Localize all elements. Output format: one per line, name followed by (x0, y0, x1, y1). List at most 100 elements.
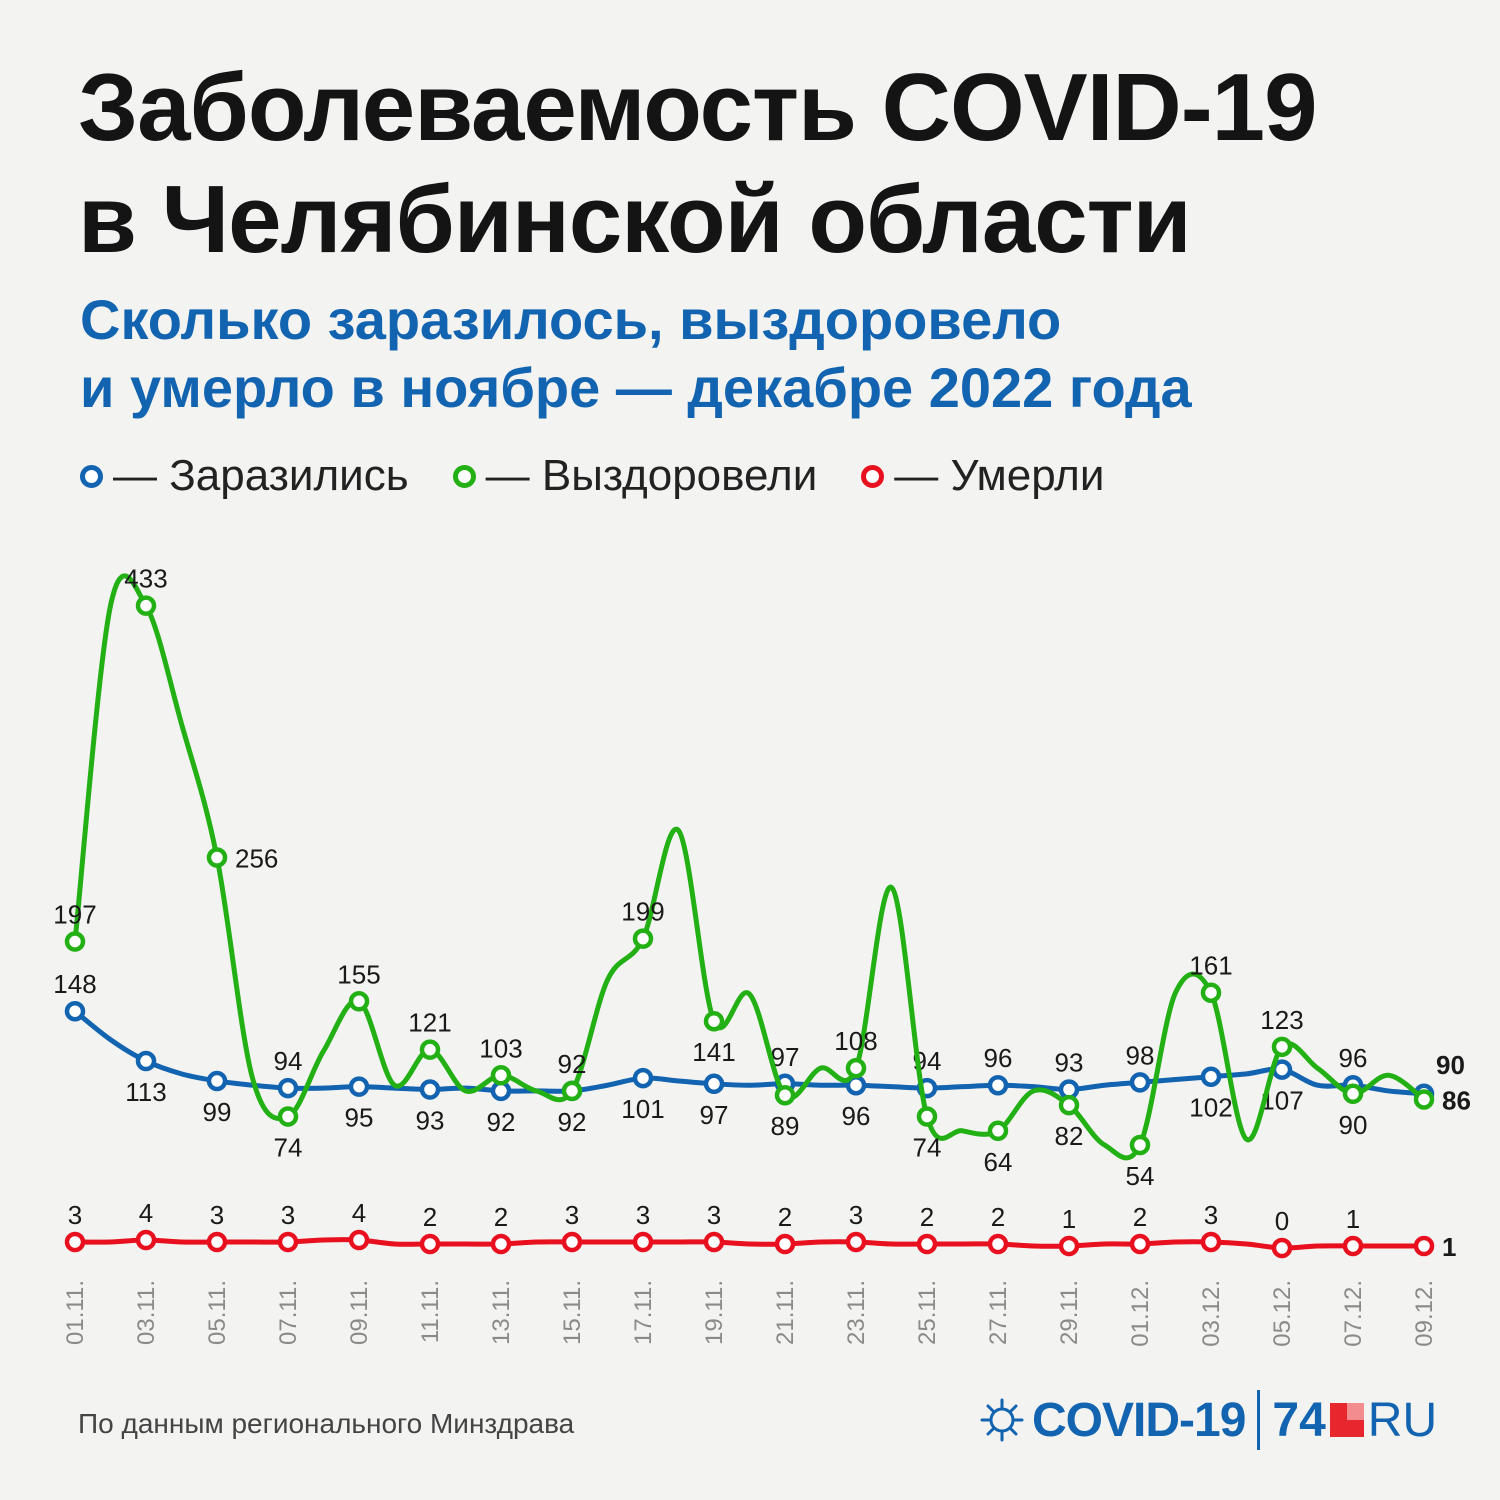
legend-marker-recovered (452, 464, 476, 488)
series-line-recovered (72, 573, 1427, 1161)
legend-label-died: — Умерли (894, 451, 1105, 500)
data-label-recovered: 82 (1055, 1121, 1084, 1151)
x-tick-label: 09.12. (1411, 1280, 1438, 1347)
x-tick-label: 19.11. (701, 1280, 728, 1345)
marker-recovered (277, 1106, 299, 1127)
legend: — Заразились — Выздоровели — Умерли (80, 448, 1148, 504)
x-tick-label: 25.11. (914, 1280, 941, 1345)
data-label-died: 3 (565, 1200, 579, 1230)
logo-number: 74 (1272, 1393, 1326, 1447)
x-tick-label: 05.12. (1269, 1280, 1296, 1347)
data-label-died: 2 (991, 1202, 1005, 1232)
data-label-recovered: 155 (337, 959, 380, 989)
data-label-recovered: 199 (621, 897, 664, 927)
logo-square-icon (1329, 1403, 1364, 1437)
subtitle-line-1: Сколько заразилось, выздоровело (80, 288, 1062, 351)
marker-died (206, 1231, 228, 1253)
x-tick-label: 27.11. (985, 1280, 1012, 1345)
marker-died (561, 1231, 583, 1253)
data-label-died: 0 (1275, 1206, 1289, 1236)
data-label-died: 1 (1442, 1232, 1456, 1262)
series-line-died (72, 1237, 1427, 1251)
data-label-infected: 96 (984, 1043, 1013, 1073)
marker-recovered (206, 847, 228, 868)
data-label-recovered: 64 (984, 1147, 1013, 1177)
marker-died (135, 1229, 157, 1251)
data-label-recovered: 74 (274, 1133, 303, 1163)
marker-recovered (703, 1010, 725, 1032)
brand-logo: COVID-19 74 RU (980, 1380, 1437, 1460)
data-label-recovered: 103 (479, 1033, 522, 1063)
data-label-recovered: 90 (1339, 1110, 1368, 1140)
marker-infected (632, 1067, 654, 1089)
x-tick-label: 07.12. (1340, 1280, 1367, 1347)
legend-label-recovered: — Выздоровели (485, 451, 818, 500)
data-label-died: 1 (1346, 1204, 1360, 1234)
marker-recovered (135, 595, 157, 616)
marker-died (64, 1231, 86, 1253)
x-tick-label: 09.11. (346, 1280, 373, 1345)
marker-died (490, 1233, 512, 1255)
marker-died (1200, 1231, 1222, 1253)
marker-died (774, 1233, 796, 1255)
legend-marker-died (861, 464, 885, 488)
data-label-died: 3 (636, 1200, 650, 1230)
marker-died (348, 1229, 370, 1251)
data-label-recovered: 197 (53, 900, 96, 930)
marker-died (419, 1233, 441, 1255)
legend-marker-infected (80, 464, 103, 488)
marker-infected (987, 1074, 1009, 1096)
data-label-infected: 93 (416, 1106, 445, 1136)
x-tick-label: 03.12. (1198, 1280, 1225, 1347)
data-label-died: 2 (1133, 1202, 1147, 1232)
data-label-infected: 97 (700, 1100, 729, 1130)
x-tick-label: 15.11. (559, 1280, 586, 1345)
x-tick-label: 13.11. (488, 1280, 515, 1345)
data-label-infected: 92 (487, 1107, 516, 1137)
marker-died (277, 1231, 299, 1253)
data-label-died: 3 (707, 1200, 721, 1230)
title-line-1: Заболеваемость COVID-19 (78, 54, 1317, 161)
data-label-infected: 90 (1436, 1050, 1465, 1080)
data-label-recovered: 123 (1260, 1005, 1303, 1035)
marker-recovered (987, 1120, 1009, 1142)
marker-died (987, 1233, 1009, 1255)
marker-died (1413, 1235, 1435, 1257)
marker-recovered (561, 1080, 583, 1102)
data-label-recovered: 433 (124, 564, 167, 594)
marker-died (1058, 1235, 1080, 1257)
marker-infected (277, 1077, 299, 1099)
data-label-infected: 113 (125, 1077, 166, 1107)
x-tick-label: 17.11. (630, 1280, 657, 1345)
data-label-died: 2 (920, 1202, 934, 1232)
source-note: По данным регионального Минздрава (78, 1408, 575, 1439)
marker-recovered (1342, 1083, 1364, 1105)
legend-label-infected: — Заразились (113, 451, 409, 500)
marker-died (845, 1231, 867, 1253)
data-label-infected: 95 (345, 1103, 374, 1133)
data-label-died: 3 (1204, 1200, 1218, 1230)
data-label-died: 3 (68, 1200, 82, 1230)
marker-infected (419, 1079, 441, 1100)
x-tick-label: 05.11. (204, 1280, 231, 1345)
marker-recovered (1200, 982, 1222, 1003)
marker-infected (1129, 1072, 1151, 1093)
x-tick-label: 11.11. (417, 1280, 444, 1343)
data-label-died: 3 (281, 1200, 295, 1230)
marker-died (916, 1233, 938, 1255)
marker-recovered (774, 1084, 796, 1106)
marker-infected (135, 1050, 157, 1072)
data-label-recovered: 74 (913, 1133, 942, 1163)
marker-infected (703, 1073, 725, 1095)
legend-item-recovered: — Выздоровели (452, 451, 818, 501)
marker-recovered (916, 1106, 938, 1127)
x-tick-label: 29.11. (1056, 1280, 1083, 1345)
marker-infected (1200, 1066, 1222, 1087)
data-label-infected: 148 (53, 969, 96, 999)
data-label-recovered: 161 (1189, 951, 1232, 981)
marker-recovered (64, 931, 86, 952)
data-label-infected: 94 (274, 1046, 303, 1076)
data-label-infected: 98 (1126, 1040, 1155, 1070)
data-label-recovered: 256 (235, 844, 278, 874)
marker-infected (64, 1000, 86, 1022)
